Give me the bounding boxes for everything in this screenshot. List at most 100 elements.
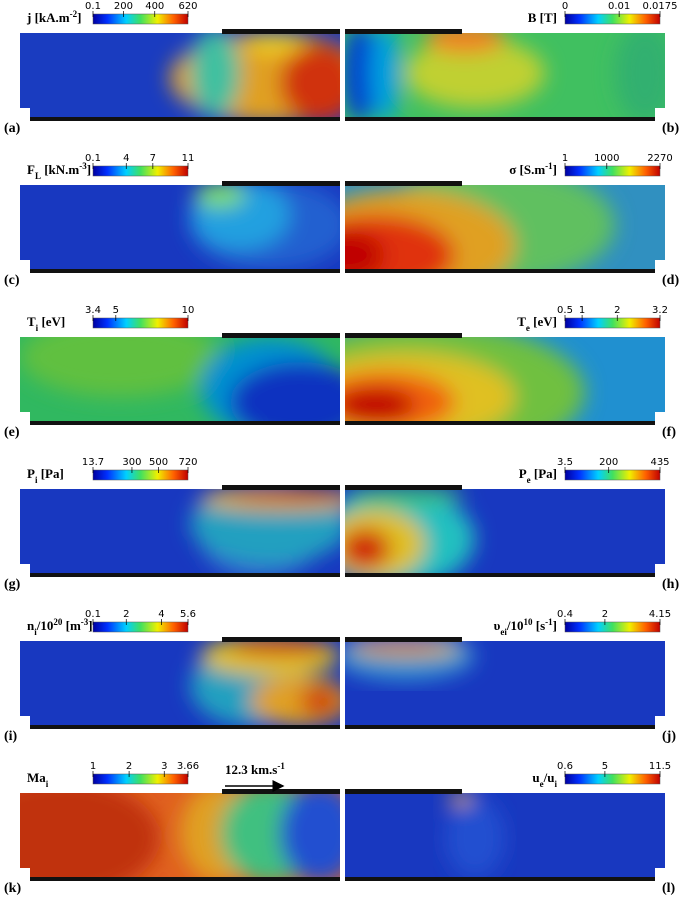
colorbar-tick-label: 1000 (594, 153, 619, 164)
contour-plot (20, 641, 340, 725)
contour-plot (20, 185, 340, 269)
panel: (g) Pi [Pa] 13.7 300 500 720 (4, 457, 340, 592)
text-segment: [Pa] (531, 466, 557, 481)
panel-title: B [T] (528, 10, 557, 25)
colorbar-tick-label: 11.5 (649, 761, 671, 772)
colorbar-tick-label: 4 (158, 609, 164, 620)
bottom-wall (30, 117, 340, 121)
text-segment: [eV] (530, 314, 557, 329)
panel: (k) Mai 1 2 3 3.66 (4, 761, 340, 896)
text-segment: ] (88, 618, 92, 633)
text-segment: i (36, 323, 39, 333)
panel: (l) ue/ui0.6 5 11.5 (345, 761, 676, 896)
field (20, 793, 340, 877)
field (190, 641, 340, 725)
text-segment: L (35, 171, 41, 181)
colorbar-tick-label: 0.1 (85, 1, 101, 12)
panel-label: (l) (662, 881, 676, 896)
text-segment: ] (87, 162, 91, 177)
colorbar-tick-label: 11 (182, 153, 195, 164)
colorbar-tick-label: 0 (562, 1, 568, 12)
field-region (345, 387, 415, 421)
colorbar-tick-label: 500 (149, 457, 168, 468)
colorbar (92, 621, 189, 633)
panel-title: Mai (27, 770, 49, 789)
electrode (345, 789, 462, 794)
panel-label: (i) (4, 729, 18, 744)
electrode (222, 333, 340, 338)
field-region (405, 38, 545, 108)
panel: (b) B [T] 0 0.01 0.0175 (345, 1, 679, 136)
colorbar (564, 621, 661, 633)
field-region (280, 793, 340, 877)
contour-plot (345, 489, 665, 573)
electrode (222, 485, 340, 490)
text-segment: i (34, 627, 37, 637)
colorbar-tick-label: 300 (122, 457, 141, 468)
field (345, 641, 475, 681)
colorbar (564, 773, 661, 785)
panel-label: (d) (662, 273, 679, 288)
panel-label: (j) (662, 729, 676, 744)
colorbar-tick-label: 0.4 (557, 609, 573, 620)
bottom-wall (345, 269, 655, 273)
contour-plot (20, 33, 340, 117)
electrode (345, 29, 462, 34)
text-segment: /10 (506, 618, 524, 633)
text-segment: i (35, 475, 38, 485)
text-segment: T (27, 314, 36, 329)
field (445, 793, 505, 877)
electrode (345, 637, 462, 642)
colorbar-tick-label: 2 (123, 609, 129, 620)
field (345, 33, 665, 117)
field-region (190, 33, 240, 117)
field-region (370, 33, 400, 117)
text-segment: -3 (81, 617, 89, 627)
colorbar-tick-label: 3.5 (557, 457, 573, 468)
field (345, 337, 585, 421)
bottom-wall (30, 725, 340, 729)
panel-title: j [kA.m-2] (26, 9, 81, 25)
colorbar (92, 317, 189, 329)
text-segment: 12.3 km.s (225, 762, 277, 777)
colorbar (564, 165, 661, 177)
text-segment: P (519, 466, 527, 481)
colorbar-tick-label: 1 (579, 305, 585, 316)
text-segment: ] (553, 162, 557, 177)
text-segment: T (517, 314, 526, 329)
text-segment: σ [S.m (509, 162, 545, 177)
panel-label: (c) (4, 273, 20, 288)
contour-plot (20, 793, 340, 877)
bottom-wall (30, 269, 340, 273)
colorbar-tick-label: 0.1 (85, 609, 101, 620)
bottom-wall (30, 421, 340, 425)
colorbar-tick-label: 4.15 (649, 609, 671, 620)
panel-title: Ti [eV] (27, 314, 65, 333)
colorbar-tick-label: 0.1 (85, 153, 101, 164)
bottom-wall (30, 877, 340, 881)
panel-title: FL [kN.m-3] (27, 161, 91, 181)
field (345, 489, 475, 573)
bottom-wall (345, 421, 655, 425)
colorbar (92, 165, 189, 177)
panel: (h) Pe [Pa]3.5 200 435 (345, 457, 679, 592)
colorbar-tick-label: 1 (90, 761, 96, 772)
panel-label: (f) (662, 425, 676, 440)
field-region (345, 230, 385, 269)
text-segment: ] (553, 618, 557, 633)
colorbar (92, 469, 189, 481)
text-segment: e (526, 323, 530, 333)
panel-label: (b) (662, 121, 679, 136)
electrode (222, 789, 340, 794)
colorbar-tick-label: 3.66 (177, 761, 199, 772)
panel-title: Te [eV] (517, 314, 557, 333)
electrode (222, 637, 340, 642)
colorbar (564, 317, 661, 329)
electrode (345, 181, 462, 186)
field (190, 489, 340, 573)
electrode (222, 29, 340, 34)
bottom-wall (345, 573, 655, 577)
panel: (d) σ [S.m-1] 1 1000 2270 (345, 153, 679, 288)
field-region (230, 641, 330, 655)
